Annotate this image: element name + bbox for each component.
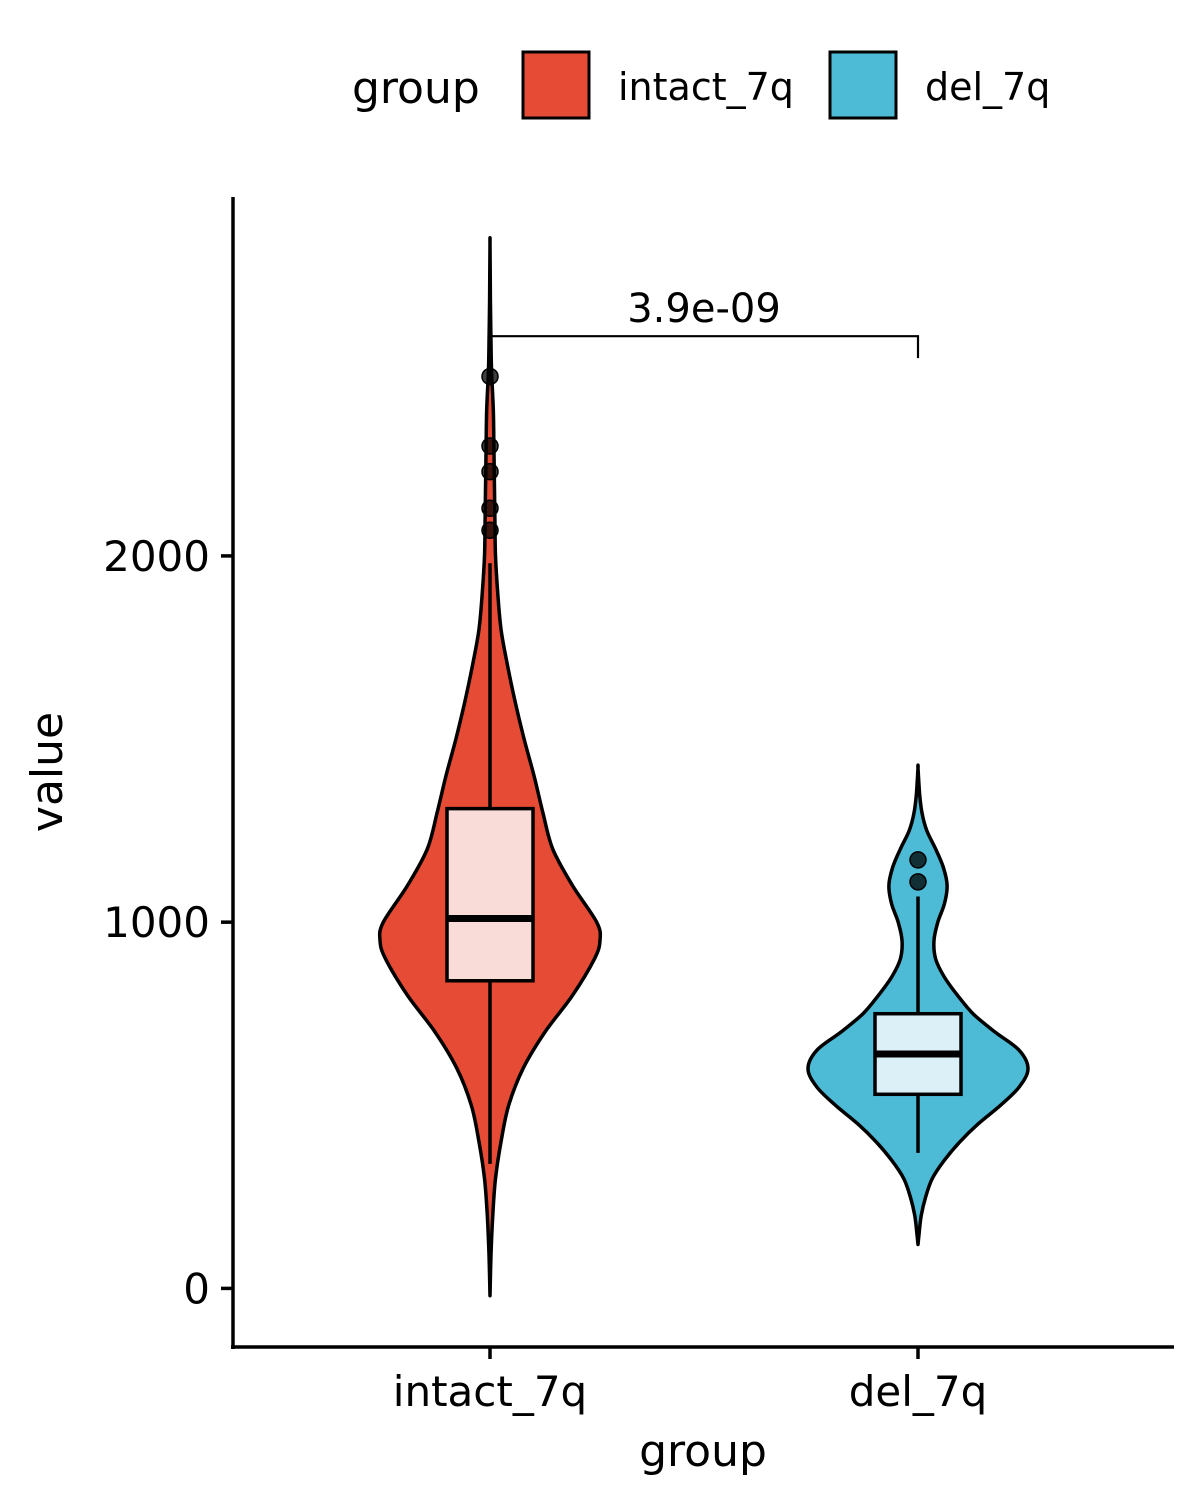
comparison-p-value: 3.9e-09 xyxy=(627,286,781,332)
x-tick-label-intact-7q: intact_7q xyxy=(393,1367,587,1416)
plot-area: 3.9e-09 xyxy=(377,236,1030,1298)
legend: group intact_7q del_7q xyxy=(352,50,1050,120)
outlier-intact-7q-4 xyxy=(481,437,499,455)
x-tick-label-del-7q: del_7q xyxy=(849,1367,988,1416)
legend-title: group xyxy=(352,63,480,114)
y-axis-title: value xyxy=(22,712,73,832)
y-axis-ticks: 0 1000 2000 xyxy=(103,532,233,1313)
y-tick-label-1000: 1000 xyxy=(103,898,210,947)
comparison-bracket xyxy=(490,335,920,359)
legend-swatch-intact-7q xyxy=(521,50,591,120)
outlier-del-7q-1 xyxy=(909,873,927,891)
outlier-intact-7q-2 xyxy=(481,499,499,518)
x-axis-title: group xyxy=(639,1426,767,1477)
box-intact-7q xyxy=(445,806,535,983)
y-tick-label-2000: 2000 xyxy=(103,532,210,581)
outlier-intact-7q-5 xyxy=(481,367,499,386)
x-axis-ticks: intact_7q del_7q xyxy=(393,1347,988,1416)
outlier-del-7q-2 xyxy=(909,851,927,869)
legend-label-intact-7q: intact_7q xyxy=(618,65,794,109)
outlier-intact-7q-3 xyxy=(481,462,499,481)
legend-label-del-7q: del_7q xyxy=(925,65,1050,109)
outlier-intact-7q-1 xyxy=(481,521,499,540)
y-tick-label-0: 0 xyxy=(183,1264,210,1313)
legend-swatch-del-7q xyxy=(828,50,898,120)
